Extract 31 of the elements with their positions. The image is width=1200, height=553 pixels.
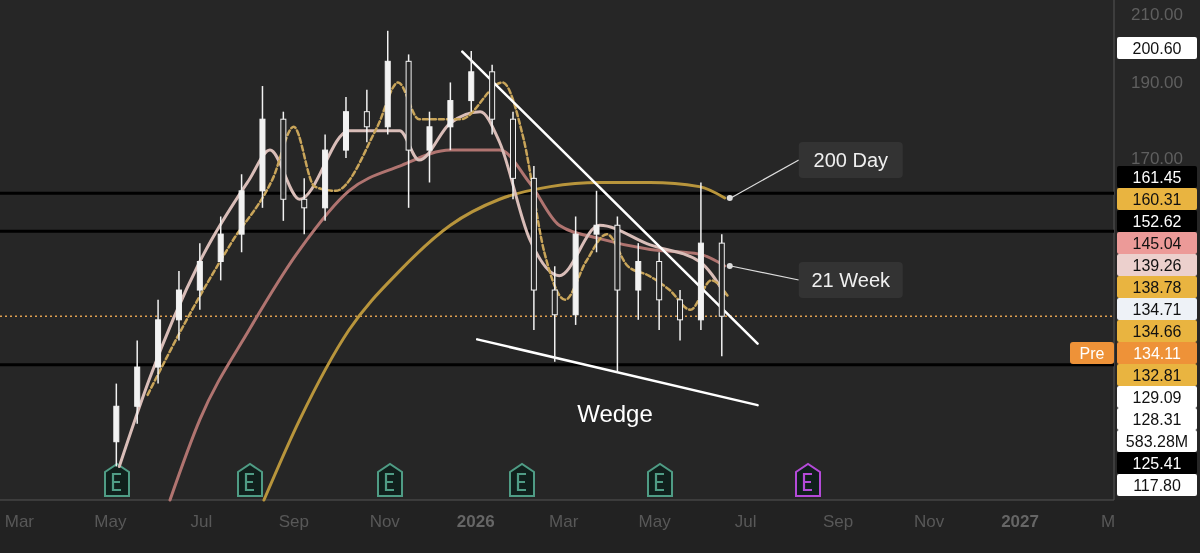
text: 145.04 <box>1132 235 1182 252</box>
text: 125.41 <box>1132 455 1182 472</box>
text: 132.81 <box>1132 367 1182 384</box>
text: 134.11 <box>1133 345 1181 362</box>
candlestick <box>363 88 370 143</box>
annotation: Wedge <box>577 400 653 427</box>
text: 117.80 <box>1133 477 1181 494</box>
text: 583.28M <box>1125 433 1189 450</box>
text: 139.26 <box>1132 257 1182 274</box>
y-tick-label: 170.00 <box>1131 149 1183 169</box>
text: 134.71 <box>1132 301 1182 318</box>
text: 200.60 <box>1132 40 1182 57</box>
y-tick-label: 190.00 <box>1131 73 1183 93</box>
candlestick <box>593 190 600 254</box>
text: 200 Day <box>813 148 889 171</box>
text: 160.31 <box>1132 191 1182 208</box>
y-tick-label: 210.00 <box>1131 5 1183 25</box>
x-tick-label: 2026 <box>456 512 495 531</box>
candlestick <box>426 110 433 184</box>
text: 129.09 <box>1132 389 1182 406</box>
annotation: Pre <box>1079 345 1105 362</box>
x-tick-label: 2027 <box>1001 512 1039 531</box>
text: 21 Week <box>811 269 892 291</box>
line-series <box>146 81 729 397</box>
text: 134.66 <box>1132 323 1182 340</box>
text: 152.62 <box>1132 213 1182 230</box>
text: 138.78 <box>1132 279 1182 296</box>
candlestick <box>677 289 684 342</box>
text: 128.31 <box>1132 411 1182 428</box>
text: 161.45 <box>1132 169 1182 186</box>
candlestick <box>301 177 308 235</box>
